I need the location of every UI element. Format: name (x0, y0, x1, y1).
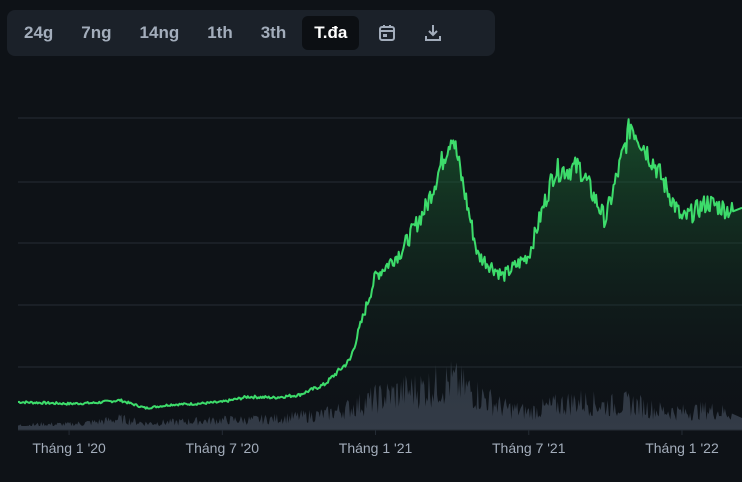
calendar-icon (379, 25, 396, 41)
range-button-1m[interactable]: 1th (207, 23, 233, 42)
x-axis-label: Tháng 1 '22 (645, 440, 719, 456)
download-button[interactable] (411, 16, 455, 50)
x-axis-label: Tháng 7 '21 (492, 440, 566, 456)
range-button-3m[interactable]: 3th (260, 23, 287, 42)
x-axis-label: Tháng 1 '20 (32, 440, 106, 456)
range-button-max[interactable]: T.đa (302, 16, 360, 50)
download-icon (425, 25, 442, 41)
price-line (17, 118, 742, 410)
calendar-button[interactable] (365, 16, 409, 50)
x-axis-label: Tháng 1 '21 (339, 440, 413, 456)
time-range-toolbar: 24g 7ng 14ng 1th 3th T.đa (7, 10, 495, 56)
range-button-14d[interactable]: 14ng (139, 23, 180, 42)
range-button-7d[interactable]: 7ng (81, 23, 112, 42)
x-axis-label: Tháng 7 '20 (186, 440, 260, 456)
range-button-24h[interactable]: 24g (24, 23, 54, 42)
